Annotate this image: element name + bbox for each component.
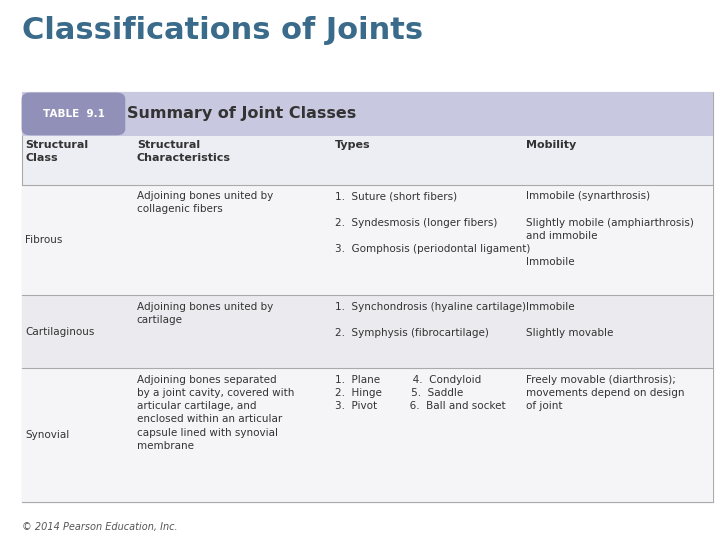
Text: Types: Types [335,140,370,151]
Text: © 2014 Pearson Education, Inc.: © 2014 Pearson Education, Inc. [22,522,177,532]
FancyBboxPatch shape [22,92,713,136]
Text: 1.  Plane          4.  Condyloid
2.  Hinge         5.  Saddle
3.  Pivot         : 1. Plane 4. Condyloid 2. Hinge 5. Saddle… [335,375,505,411]
Text: Structural
Class: Structural Class [25,140,89,163]
Text: Immobile (synarthrosis)

Slightly mobile (amphiarthrosis)
and immobile

Immobile: Immobile (synarthrosis) Slightly mobile … [526,191,693,267]
Text: TABLE  9.1: TABLE 9.1 [42,109,104,119]
FancyBboxPatch shape [22,92,713,502]
Text: Adjoining bones united by
collagenic fibers: Adjoining bones united by collagenic fib… [137,191,273,214]
FancyBboxPatch shape [22,295,713,368]
Text: Summary of Joint Classes: Summary of Joint Classes [127,106,356,122]
Text: Adjoining bones united by
cartilage: Adjoining bones united by cartilage [137,302,273,325]
Text: 1.  Synchondrosis (hyaline cartilage)

2.  Symphysis (fibrocartilage): 1. Synchondrosis (hyaline cartilage) 2. … [335,302,526,338]
Text: Synovial: Synovial [25,430,69,440]
Text: Mobility: Mobility [526,140,576,151]
Text: Immobile

Slightly movable: Immobile Slightly movable [526,302,613,338]
Text: Fibrous: Fibrous [25,235,63,245]
Text: Freely movable (diarthrosis);
movements depend on design
of joint: Freely movable (diarthrosis); movements … [526,375,684,411]
Text: Structural
Characteristics: Structural Characteristics [137,140,231,163]
FancyBboxPatch shape [22,93,125,136]
FancyBboxPatch shape [22,185,713,295]
Text: Cartilaginous: Cartilaginous [25,327,94,337]
FancyBboxPatch shape [22,368,713,502]
Text: 1.  Suture (short fibers)

2.  Syndesmosis (longer fibers)

3.  Gomphosis (perio: 1. Suture (short fibers) 2. Syndesmosis … [335,191,530,254]
Text: Classifications of Joints: Classifications of Joints [22,16,423,45]
Text: Adjoining bones separated
by a joint cavity, covered with
articular cartilage, a: Adjoining bones separated by a joint cav… [137,375,294,451]
